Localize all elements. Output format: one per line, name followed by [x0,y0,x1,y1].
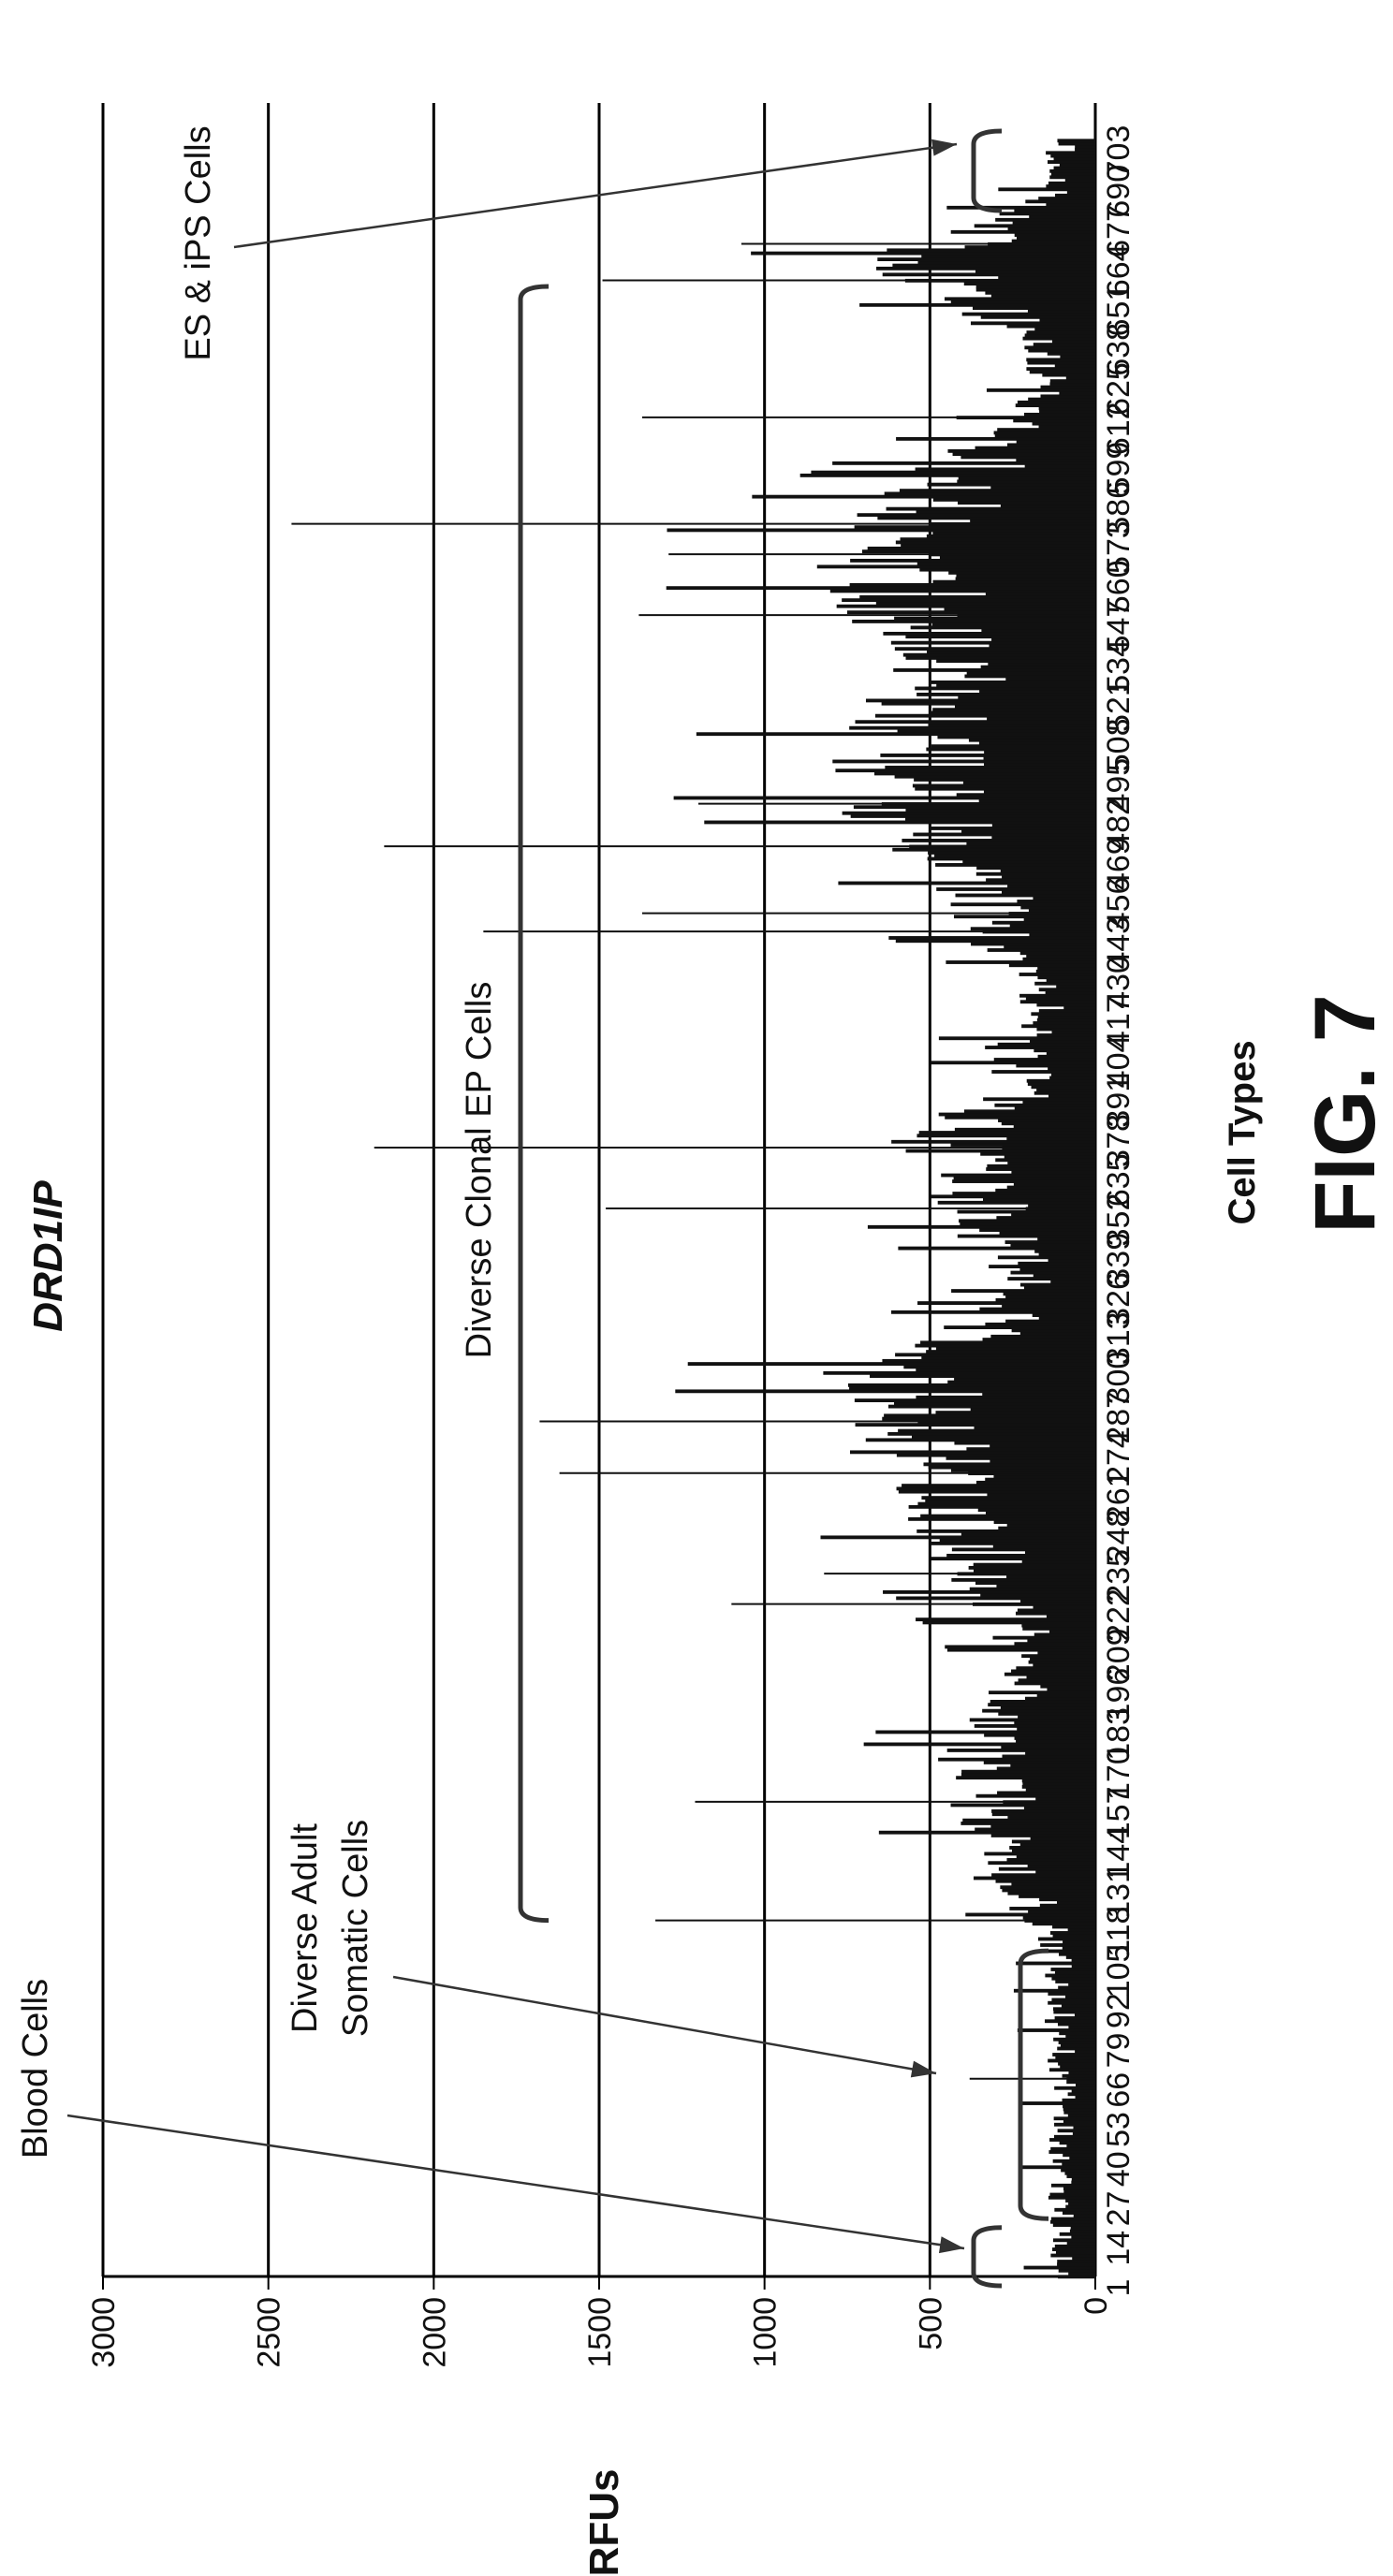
y-tick-label: 1500 [582,2297,618,2368]
y-tick-label: 2000 [417,2297,452,2368]
x-tick-label: 40 [1101,2151,1136,2187]
bracket-es-ips [974,131,1002,211]
annotation-somatic-line2: Somatic Cells [336,1820,375,2037]
annotation-blood-cells: Blood Cells [16,1979,55,2159]
figure-label: FIG. 7 [1298,994,1393,1234]
x-tick-label: 27 [1101,2191,1136,2227]
arrow-es-ips-head [931,139,957,156]
arrow-blood-cells [67,2115,964,2248]
y-tick-label: 500 [913,2297,948,2350]
x-axis-label: Cell Types [1222,1040,1263,1224]
y-tick-label: 0 [1078,2297,1114,2315]
bars [291,139,1095,2278]
x-tick-label: 14 [1101,2231,1136,2266]
bracket-clonal-ep [521,286,549,1921]
chart-title: DRD1IP [25,1180,71,1332]
arrow-somatic-cells [393,1977,936,2073]
x-tick-label: 1 [1101,2279,1136,2297]
y-tick-label: 1000 [748,2297,784,2368]
category-tick-labels: 1142740536679921051181311441571701831962… [1101,125,1136,2297]
x-tick-label: 66 [1101,2072,1136,2108]
x-tick-label: 703 [1101,125,1136,179]
annotations [67,139,964,2253]
y-tick-label: 2500 [252,2297,287,2368]
y-tick-label: 3000 [86,2297,122,2368]
arrow-blood-cells-head [939,2236,964,2253]
x-tick-label: 53 [1101,2112,1136,2147]
value-tick-labels: 0 500 1000 1500 2000 2500 3000 [86,2297,1114,2368]
annotation-somatic-line1: Diverse Adult [286,1823,325,2033]
bar [1057,139,1095,142]
arrow-es-ips [234,144,957,247]
arrow-somatic-cells-head [911,2061,936,2078]
y-axis-label: RFUs [581,2469,627,2576]
x-tick-label: 79 [1101,2033,1136,2069]
annotation-clonal-ep: Diverse Clonal EP Cells [460,982,499,1359]
annotation-es-ips: ES & iPS Cells [179,125,218,360]
